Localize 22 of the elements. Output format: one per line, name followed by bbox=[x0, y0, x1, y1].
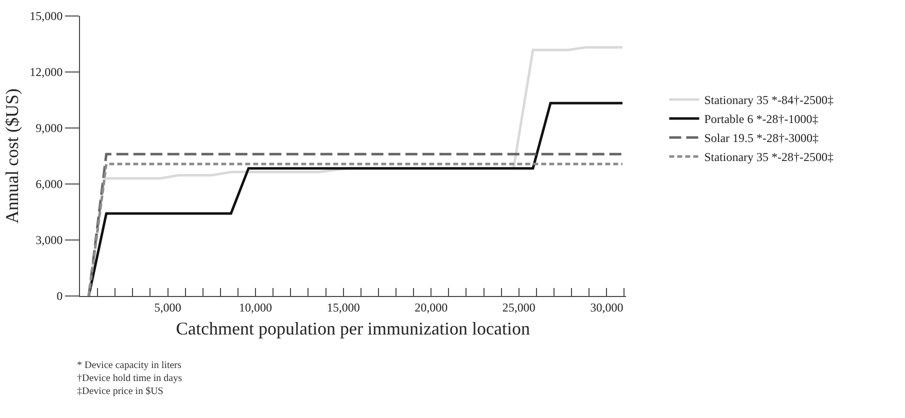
text: †Device hold time in days bbox=[77, 373, 182, 384]
legend-label: Solar 19.5 *-28†-3000‡ bbox=[704, 131, 819, 146]
x-tick-label: 25,000 bbox=[502, 300, 536, 314]
y-tick-label: 15,000 bbox=[30, 9, 63, 24]
x-tick-label: 5,000 bbox=[154, 300, 182, 314]
x-tick-label: 20,000 bbox=[414, 300, 448, 314]
legend-label: Stationary 35 *-84†-2500‡ bbox=[704, 93, 834, 108]
line-series bbox=[88, 102, 624, 296]
legend-label: Portable 6 *-28†-1000‡ bbox=[704, 112, 818, 126]
y-tick-label: 3,000 bbox=[36, 233, 63, 248]
y-tick-label: 12,000 bbox=[30, 65, 63, 80]
x-tick-label: 15,000 bbox=[326, 300, 360, 314]
y-tick-label: 9,000 bbox=[36, 121, 63, 136]
text: ‡Device price in $US bbox=[77, 386, 164, 397]
x-axis-title: Catchment population per immunization location bbox=[176, 318, 530, 338]
y-tick-label: 0 bbox=[56, 289, 63, 304]
legend-label: Stationary 35 *-28†-2500‡ bbox=[704, 150, 834, 164]
x-tick-label: 10,000 bbox=[239, 300, 272, 314]
y-axis-title: Annual cost ($US) bbox=[2, 88, 22, 224]
text: * Device capacity in liters bbox=[77, 360, 182, 371]
x-tick-label: 30,000 bbox=[590, 300, 624, 314]
y-tick-label: 6,000 bbox=[36, 177, 63, 192]
